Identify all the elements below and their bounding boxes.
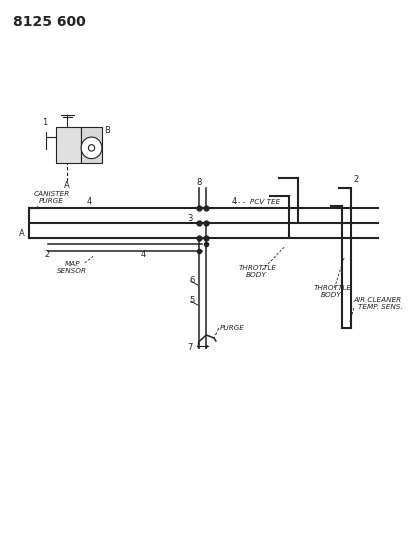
Circle shape: [88, 144, 94, 151]
Text: CANISTER: CANISTER: [34, 191, 70, 197]
Text: AIR CLEANER: AIR CLEANER: [353, 297, 401, 303]
Text: 6: 6: [189, 276, 194, 285]
Text: TEMP. SENS.: TEMP. SENS.: [357, 304, 401, 310]
Bar: [56, 127, 81, 163]
Text: BODY: BODY: [245, 272, 266, 278]
Text: BODY: BODY: [320, 292, 341, 298]
Text: 3: 3: [187, 214, 192, 223]
Text: 4: 4: [87, 197, 92, 206]
Text: THROTTLE: THROTTLE: [238, 265, 276, 271]
Bar: [81, 127, 102, 163]
Text: 2: 2: [353, 175, 358, 184]
Text: SENSOR: SENSOR: [57, 268, 87, 274]
Text: 2: 2: [44, 250, 49, 259]
Text: MAP: MAP: [64, 261, 80, 267]
Text: 8: 8: [196, 178, 202, 187]
Text: A: A: [19, 229, 25, 238]
Text: B: B: [104, 126, 110, 135]
Text: 4: 4: [140, 250, 146, 259]
Text: 8125 600: 8125 600: [13, 15, 86, 29]
Text: 7: 7: [187, 343, 192, 352]
Text: 4: 4: [231, 197, 236, 206]
Text: PURGE: PURGE: [38, 198, 63, 204]
Text: 1: 1: [42, 118, 47, 127]
Text: 5: 5: [189, 296, 194, 305]
Text: PURGE: PURGE: [219, 325, 244, 331]
Circle shape: [81, 137, 102, 159]
Text: - - -  PCV TEE: - - - PCV TEE: [233, 199, 280, 205]
Text: THROTTLE: THROTTLE: [312, 285, 351, 291]
Text: A: A: [63, 181, 69, 190]
